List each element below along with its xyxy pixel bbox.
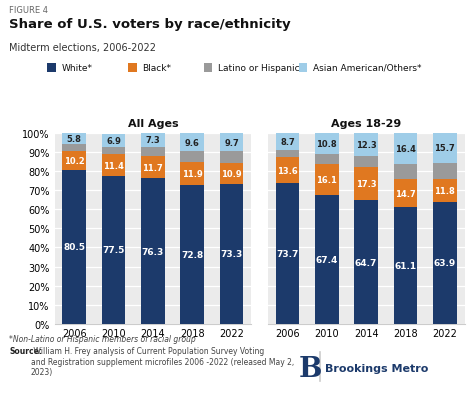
Text: B: B — [299, 355, 322, 382]
Text: 13.6: 13.6 — [277, 166, 298, 175]
Bar — [63, 145, 86, 151]
Text: 80.5: 80.5 — [63, 243, 85, 252]
Bar — [355, 201, 378, 324]
Text: FIGURE 4: FIGURE 4 — [9, 6, 48, 15]
Text: Source:: Source: — [9, 346, 43, 355]
Text: 63.9: 63.9 — [434, 259, 456, 268]
Text: 73.7: 73.7 — [276, 249, 299, 258]
Bar — [220, 134, 243, 152]
Text: 11.4: 11.4 — [103, 161, 124, 170]
Bar — [276, 184, 299, 324]
Text: 11.8: 11.8 — [435, 187, 455, 196]
Text: 9.6: 9.6 — [185, 138, 200, 147]
Bar — [141, 147, 164, 156]
Bar — [394, 134, 417, 165]
Text: 11.7: 11.7 — [143, 163, 163, 172]
Bar — [102, 134, 125, 148]
Text: Brookings Metro: Brookings Metro — [325, 364, 428, 373]
Bar — [102, 177, 125, 324]
Text: Share of U.S. voters by race/ethnicity: Share of U.S. voters by race/ethnicity — [9, 18, 291, 31]
Text: 14.7: 14.7 — [395, 189, 416, 198]
Bar — [141, 179, 164, 324]
Bar — [181, 163, 204, 185]
Text: 16.4: 16.4 — [395, 145, 416, 154]
Text: Midterm elections, 2006-2022: Midterm elections, 2006-2022 — [9, 43, 156, 53]
Text: 77.5: 77.5 — [102, 246, 125, 255]
Text: *Non-Latino or Hispanic members of racial group: *Non-Latino or Hispanic members of racia… — [9, 334, 196, 343]
Bar — [433, 134, 456, 164]
Bar — [355, 157, 378, 168]
Bar — [315, 154, 338, 165]
Bar — [220, 164, 243, 184]
Text: 5.8: 5.8 — [67, 135, 82, 144]
Bar — [394, 180, 417, 208]
Text: 12.3: 12.3 — [356, 141, 376, 150]
Bar — [433, 180, 456, 202]
Text: Black*: Black* — [142, 64, 171, 72]
Bar — [276, 158, 299, 184]
Text: 11.9: 11.9 — [182, 170, 202, 179]
Text: White*: White* — [62, 64, 92, 72]
Bar — [181, 185, 204, 324]
Bar — [102, 155, 125, 177]
Bar — [63, 134, 86, 145]
Bar — [276, 134, 299, 150]
Bar — [276, 150, 299, 158]
Text: 8.7: 8.7 — [280, 138, 295, 147]
Title: All Ages: All Ages — [128, 119, 178, 129]
Bar — [181, 134, 204, 152]
Bar — [355, 168, 378, 201]
Text: William H. Frey analysis of Current Population Survey Voting
and Registration su: William H. Frey analysis of Current Popu… — [31, 346, 294, 376]
Text: 10.2: 10.2 — [64, 157, 84, 166]
Text: 10.8: 10.8 — [317, 139, 337, 148]
Bar — [315, 165, 338, 196]
Text: 7.3: 7.3 — [146, 136, 160, 145]
Text: 10.9: 10.9 — [221, 170, 242, 179]
Bar — [433, 164, 456, 180]
Bar — [141, 134, 164, 147]
Bar — [220, 152, 243, 164]
Bar — [433, 202, 456, 324]
Text: Latino or Hispanic: Latino or Hispanic — [218, 64, 300, 72]
Text: 67.4: 67.4 — [316, 256, 338, 264]
Text: 72.8: 72.8 — [181, 250, 203, 259]
Bar — [181, 152, 204, 163]
Title: Ages 18-29: Ages 18-29 — [331, 119, 401, 129]
Bar — [355, 134, 378, 157]
Text: 17.3: 17.3 — [356, 180, 376, 189]
Bar — [63, 171, 86, 324]
Text: 16.1: 16.1 — [316, 176, 337, 185]
Bar — [63, 151, 86, 171]
Text: 61.1: 61.1 — [394, 261, 417, 270]
Bar — [220, 184, 243, 324]
Bar — [394, 208, 417, 324]
Bar — [102, 148, 125, 155]
Text: 9.7: 9.7 — [224, 139, 239, 147]
Bar — [315, 196, 338, 324]
Text: 76.3: 76.3 — [142, 247, 164, 256]
Text: Asian American/Others*: Asian American/Others* — [313, 64, 421, 72]
Text: 6.9: 6.9 — [106, 136, 121, 146]
Bar — [141, 156, 164, 179]
Text: 73.3: 73.3 — [220, 250, 243, 259]
Bar — [315, 134, 338, 154]
Bar — [394, 165, 417, 180]
Text: 64.7: 64.7 — [355, 258, 377, 267]
Text: 15.7: 15.7 — [435, 144, 455, 153]
